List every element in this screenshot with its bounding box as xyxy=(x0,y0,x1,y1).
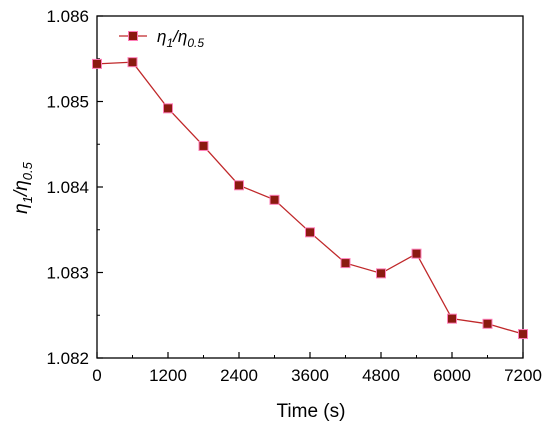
tick-labels: 0 1200 2400 3600 4800 6000 7200 1.082 1.083 1.084… xyxy=(46,7,541,385)
axes xyxy=(96,15,524,359)
y-tick-label: 1.086 xyxy=(46,7,89,26)
y-axis-title: η1/η0.5 xyxy=(11,161,35,213)
data-point xyxy=(269,194,280,205)
y-tick-label: 1.082 xyxy=(46,349,89,368)
x-tick-label: 3600 xyxy=(291,366,329,385)
legend-label-sub1: 1 xyxy=(166,36,173,50)
plot-frame xyxy=(96,15,524,359)
data-point xyxy=(127,57,138,68)
y-axis-title-sub2: 0.5 xyxy=(20,161,35,180)
x-tick-label: 1200 xyxy=(149,366,187,385)
data-point xyxy=(198,140,209,151)
legend-label: η1/η0.5 xyxy=(157,27,204,50)
y-tick-label: 1.085 xyxy=(46,93,89,112)
data-point xyxy=(411,248,422,259)
x-tick-label: 4800 xyxy=(362,366,400,385)
data-point xyxy=(518,329,528,340)
y-axis-title-sub1: 1 xyxy=(20,196,35,203)
data-point xyxy=(482,318,493,329)
legend-label-slash: /η xyxy=(172,27,187,46)
legend-label-sub2: 0.5 xyxy=(187,36,204,50)
data-point xyxy=(163,103,173,114)
x-tick-label: 0 xyxy=(92,366,101,385)
series-layer xyxy=(92,57,528,340)
series-line xyxy=(96,61,524,335)
x-axis-title: Time (s) xyxy=(277,401,346,422)
y-axis-title-slash: /η xyxy=(11,180,32,198)
data-point xyxy=(447,313,457,324)
y-tick-label: 1.084 xyxy=(46,178,89,197)
x-tick-label: 6000 xyxy=(433,366,471,385)
data-point xyxy=(234,180,244,191)
x-tick-label: 7200 xyxy=(504,366,542,385)
data-point xyxy=(340,258,351,269)
y-tick-label: 1.083 xyxy=(46,264,89,283)
ticks xyxy=(96,15,524,359)
data-point xyxy=(376,268,386,279)
legend-label-main: η xyxy=(157,27,166,46)
y-axis-title-main: η xyxy=(11,203,32,214)
legend-marker xyxy=(128,31,138,41)
data-point xyxy=(305,227,315,238)
data-point xyxy=(92,58,102,69)
legend: η1/η0.5 xyxy=(119,27,204,50)
x-tick-label: 2400 xyxy=(220,366,258,385)
